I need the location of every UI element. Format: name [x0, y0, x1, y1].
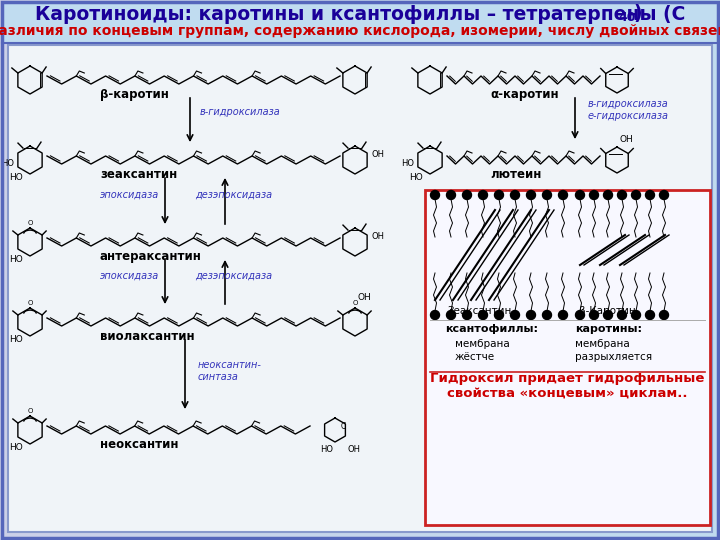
Circle shape [510, 191, 520, 199]
Circle shape [646, 191, 654, 199]
Text: виолаксантин: виолаксантин [100, 330, 194, 343]
Text: O: O [27, 408, 32, 414]
Text: C: C [341, 422, 346, 431]
Text: HO: HO [9, 443, 23, 452]
Circle shape [462, 310, 472, 320]
Circle shape [590, 310, 598, 320]
Text: Гидроксил придает гидрофильные: Гидроксил придает гидрофильные [430, 372, 704, 385]
Text: β-каротин: β-каротин [100, 88, 169, 101]
Text: дезэпоксидаза: дезэпоксидаза [195, 271, 272, 281]
Bar [425, 190, 710, 525]
Text: мембрана: мембрана [455, 339, 510, 349]
Text: HO: HO [320, 445, 333, 454]
Circle shape [559, 191, 567, 199]
Text: β-Каротин: β-Каротин [579, 306, 635, 316]
Bar [2, 2, 718, 43]
Circle shape [575, 310, 585, 320]
Text: O: O [27, 300, 32, 306]
Circle shape [431, 191, 439, 199]
Text: эпоксидаза: эпоксидаза [100, 271, 159, 281]
Circle shape [431, 310, 439, 320]
Text: эпоксидаза: эпоксидаза [100, 190, 159, 200]
Circle shape [542, 191, 552, 199]
Text: антераксантин: антераксантин [100, 250, 202, 263]
Circle shape [542, 310, 552, 320]
Circle shape [618, 191, 626, 199]
Circle shape [559, 310, 567, 320]
Circle shape [510, 310, 520, 320]
Text: HO: HO [9, 335, 23, 344]
Circle shape [446, 310, 456, 320]
Text: мембрана: мембрана [575, 339, 630, 349]
Text: разрыхляется: разрыхляется [575, 352, 652, 362]
Text: OH: OH [371, 232, 384, 241]
Text: в-гидроксилаза
е-гидроксилаза: в-гидроксилаза е-гидроксилаза [588, 99, 669, 121]
Circle shape [479, 191, 487, 199]
Circle shape [603, 310, 613, 320]
Text: 40: 40 [618, 11, 636, 24]
Circle shape [660, 191, 668, 199]
Circle shape [631, 310, 641, 320]
Text: HO: HO [9, 173, 23, 182]
Circle shape [603, 191, 613, 199]
Circle shape [495, 310, 503, 320]
Text: OH: OH [619, 135, 633, 144]
Text: OH: OH [371, 150, 384, 159]
Text: ): ) [633, 4, 642, 24]
Text: неоксантин-
синтаза: неоксантин- синтаза [198, 360, 262, 382]
Text: свойства «концевым» циклам..: свойства «концевым» циклам.. [446, 387, 688, 400]
Text: неоксантин: неоксантин [100, 438, 179, 451]
Text: HO: HO [401, 159, 414, 167]
Circle shape [631, 191, 641, 199]
Circle shape [660, 310, 668, 320]
Text: жёстче: жёстче [455, 352, 495, 362]
Text: α-каротин: α-каротин [490, 88, 559, 101]
Text: HO: HO [409, 173, 423, 182]
Circle shape [618, 310, 626, 320]
Text: каротины:: каротины: [575, 324, 642, 334]
Text: ксантофиллы:: ксантофиллы: [445, 324, 538, 334]
Text: Каротиноиды: каротины и ксантофиллы – тетратерпены (С: Каротиноиды: каротины и ксантофиллы – те… [35, 4, 685, 24]
Circle shape [575, 191, 585, 199]
Text: Различия по концевым группам, содержанию кислорода, изомерии, числу двойных связ: Различия по концевым группам, содержанию… [0, 24, 720, 38]
Circle shape [462, 191, 472, 199]
Text: OH: OH [347, 445, 360, 454]
Circle shape [446, 191, 456, 199]
Circle shape [526, 310, 536, 320]
Circle shape [590, 191, 598, 199]
Text: OH: OH [357, 293, 371, 302]
Text: в-гидроксилаза: в-гидроксилаза [200, 107, 281, 117]
Text: дезэпоксидаза: дезэпоксидаза [195, 190, 272, 200]
Circle shape [479, 310, 487, 320]
Text: лютеин: лютеин [490, 168, 541, 181]
Text: HO: HO [9, 255, 23, 264]
Circle shape [495, 191, 503, 199]
Text: O: O [352, 300, 358, 306]
Circle shape [646, 310, 654, 320]
Text: HO: HO [1, 159, 14, 167]
Text: Зеаксантин: Зеаксантин [448, 306, 512, 316]
Text: O: O [27, 220, 32, 226]
Text: зеаксантин: зеаксантин [100, 168, 177, 181]
Circle shape [526, 191, 536, 199]
